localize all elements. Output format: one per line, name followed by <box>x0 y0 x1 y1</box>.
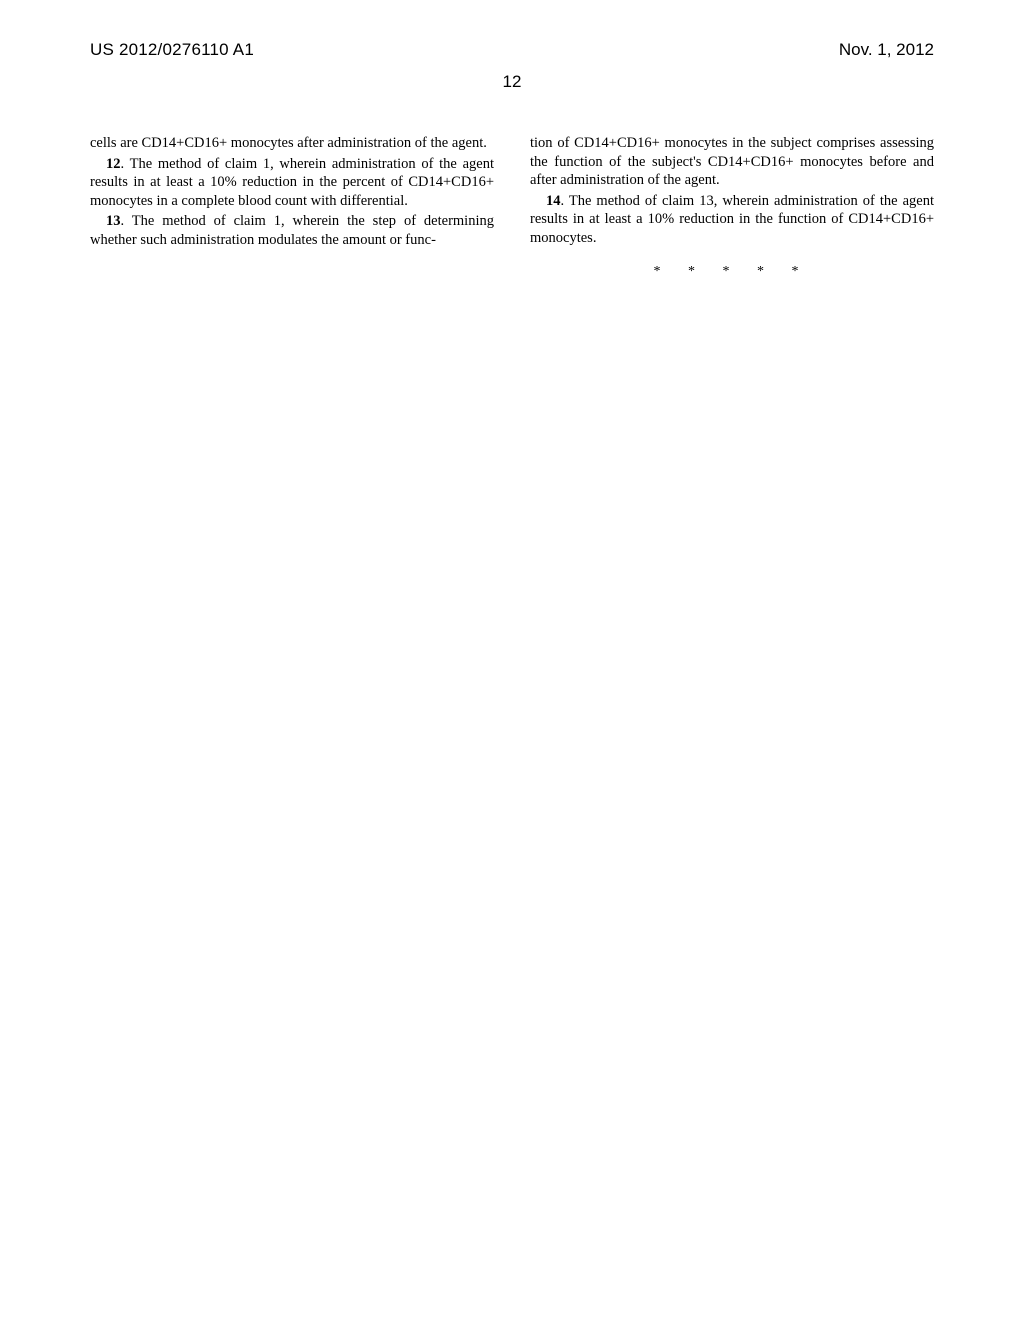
claim-12: 12. The method of claim 1, wherein admin… <box>90 155 494 211</box>
claim-number: 12 <box>106 156 121 172</box>
claim-11-continuation: cells are CD14+CD16+ monocytes after adm… <box>90 134 494 153</box>
page-header: US 2012/0276110 A1 Nov. 1, 2012 <box>90 40 934 60</box>
end-marks: * * * * * <box>530 263 934 281</box>
page-number: 12 <box>90 72 934 92</box>
claim-14: 14. The method of claim 13, wherein admi… <box>530 192 934 248</box>
publication-date: Nov. 1, 2012 <box>839 40 934 60</box>
claim-12-text: . The method of claim 1, wherein adminis… <box>90 156 494 209</box>
claim-number: 13 <box>106 213 121 229</box>
publication-number: US 2012/0276110 A1 <box>90 40 254 60</box>
left-column: cells are CD14+CD16+ monocytes after adm… <box>90 134 494 281</box>
claim-13-start: 13. The method of claim 1, wherein the s… <box>90 212 494 249</box>
claim-13-continuation: tion of CD14+CD16+ monocytes in the subj… <box>530 134 934 190</box>
claim-number: 14 <box>546 193 561 209</box>
right-column: tion of CD14+CD16+ monocytes in the subj… <box>530 134 934 281</box>
claim-14-text: . The method of claim 13, wherein admini… <box>530 193 934 246</box>
page-container: US 2012/0276110 A1 Nov. 1, 2012 12 cells… <box>0 0 1024 1320</box>
text-columns: cells are CD14+CD16+ monocytes after adm… <box>90 134 934 281</box>
claim-13-text: . The method of claim 1, wherein the ste… <box>90 213 494 248</box>
